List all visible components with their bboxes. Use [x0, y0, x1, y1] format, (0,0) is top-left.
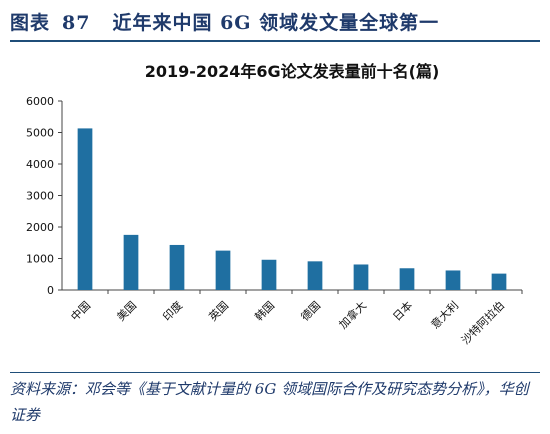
bar	[399, 268, 415, 290]
x-tick-label: 意大利	[428, 298, 461, 331]
chart-title: 2019-2024年6G论文发表量前十名(篇)	[145, 62, 440, 81]
bar	[215, 250, 231, 290]
figure-header: 图表 87 近年来中国 6G 领域发文量全球第一	[10, 4, 540, 40]
bar-chart: 2019-2024年6G论文发表量前十名(篇) 0 1000 2000 3000 4000…	[26, 62, 523, 347]
y-tick-label: 2000	[26, 221, 54, 234]
figure-number: 87	[62, 12, 91, 34]
figure-heading: 图表 87 近年来中国 6G 领域发文量全球第一	[10, 8, 439, 35]
y-tick-label: 1000	[26, 253, 54, 266]
bar	[491, 273, 507, 290]
x-tick-label: 韩国	[252, 298, 277, 323]
x-tick-label: 中国	[68, 299, 93, 324]
bar	[77, 128, 93, 290]
bar	[169, 244, 185, 290]
x-tick-label: 加拿大	[336, 298, 369, 331]
bar	[123, 234, 139, 290]
bar	[307, 261, 323, 290]
figure-label: 图表	[10, 12, 51, 34]
y-tick-label: 4000	[26, 158, 54, 171]
y-tick-label: 6000	[26, 95, 54, 108]
y-tick-label: 5000	[26, 127, 54, 140]
y-tick-label: 0	[47, 284, 54, 297]
figure-title: 近年来中国 6G 领域发文量全球第一	[112, 12, 440, 34]
y-tick-label: 3000	[26, 190, 54, 203]
bar	[445, 270, 461, 290]
footer-divider	[10, 372, 540, 373]
x-tick-label: 英国	[206, 298, 231, 323]
bar	[261, 259, 277, 290]
x-tick-label: 美国	[114, 299, 139, 324]
x-tick-label: 沙特阿拉伯	[458, 298, 507, 347]
x-tick-label: 印度	[160, 298, 185, 323]
source-note: 资料来源：邓会等《基于文献计量的 6G 领域国际合作及研究态势分析》，华创证券	[10, 380, 529, 424]
x-tick-label: 德国	[298, 298, 323, 323]
header-divider	[10, 40, 540, 42]
x-tick-label: 日本	[390, 298, 415, 323]
bar	[353, 264, 369, 290]
